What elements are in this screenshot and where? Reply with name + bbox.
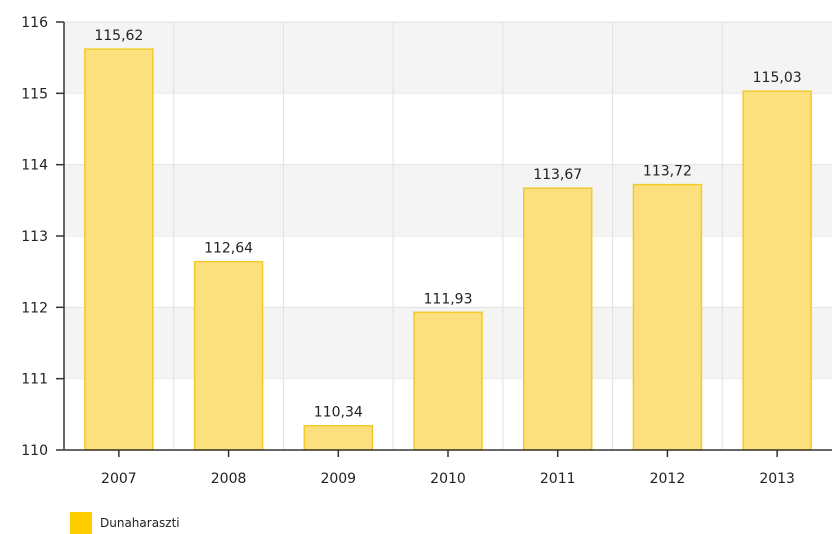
- data-label-2013: 115,03: [753, 70, 802, 86]
- bar-2007: [84, 48, 154, 451]
- vertical-gridlines: [173, 22, 723, 450]
- x-tick-label-2012: 2012: [650, 471, 686, 487]
- legend: Dunaharaszti: [70, 512, 180, 534]
- x-tick-label-2013: 2013: [759, 471, 795, 487]
- legend-label: Dunaharaszti: [100, 516, 180, 530]
- data-labels-group: 115,62 112,64 110,34 111,93 113,67 113,72 115,…: [94, 28, 801, 421]
- plot-band: [64, 164, 832, 236]
- bar-chart: 115,62 112,64 110,34 111,93 113,67 113,72 115,…: [21, 15, 832, 487]
- data-label-2007: 115,62: [94, 28, 143, 44]
- x-tick-label-2011: 2011: [540, 471, 576, 487]
- data-label-2011: 113,67: [533, 167, 582, 183]
- plot-band: [64, 22, 832, 94]
- legend-swatch: [70, 512, 92, 534]
- x-tick-label-2010: 2010: [430, 471, 466, 487]
- data-label-2008: 112,64: [204, 241, 253, 257]
- bar-2010: [413, 311, 483, 451]
- axes-group: 110 111 112 113 114 115 116 2007 2008 2009 2010 201…: [21, 15, 832, 487]
- x-tick-label-2009: 2009: [320, 471, 356, 487]
- bar-2012: [632, 183, 703, 451]
- x-tick-label-2007: 2007: [101, 471, 137, 487]
- y-tick-label: 110: [21, 443, 48, 459]
- y-tick-label: 116: [21, 15, 48, 31]
- data-label-2010: 111,93: [424, 291, 473, 307]
- bar-2009: [303, 424, 374, 451]
- y-tick-label: 112: [21, 300, 48, 316]
- x-tick-label-2008: 2008: [211, 471, 247, 487]
- bar-2013: [742, 90, 812, 451]
- y-tick-label: 113: [21, 229, 48, 245]
- data-label-2012: 113,72: [643, 164, 692, 180]
- data-label-2009: 110,34: [314, 405, 363, 421]
- y-tick-label: 111: [21, 372, 48, 388]
- bar-2011: [522, 187, 593, 451]
- y-tick-label: 115: [21, 86, 48, 102]
- y-tick-label: 114: [21, 158, 48, 174]
- bars-group: [84, 48, 812, 451]
- bar-2008: [193, 260, 264, 451]
